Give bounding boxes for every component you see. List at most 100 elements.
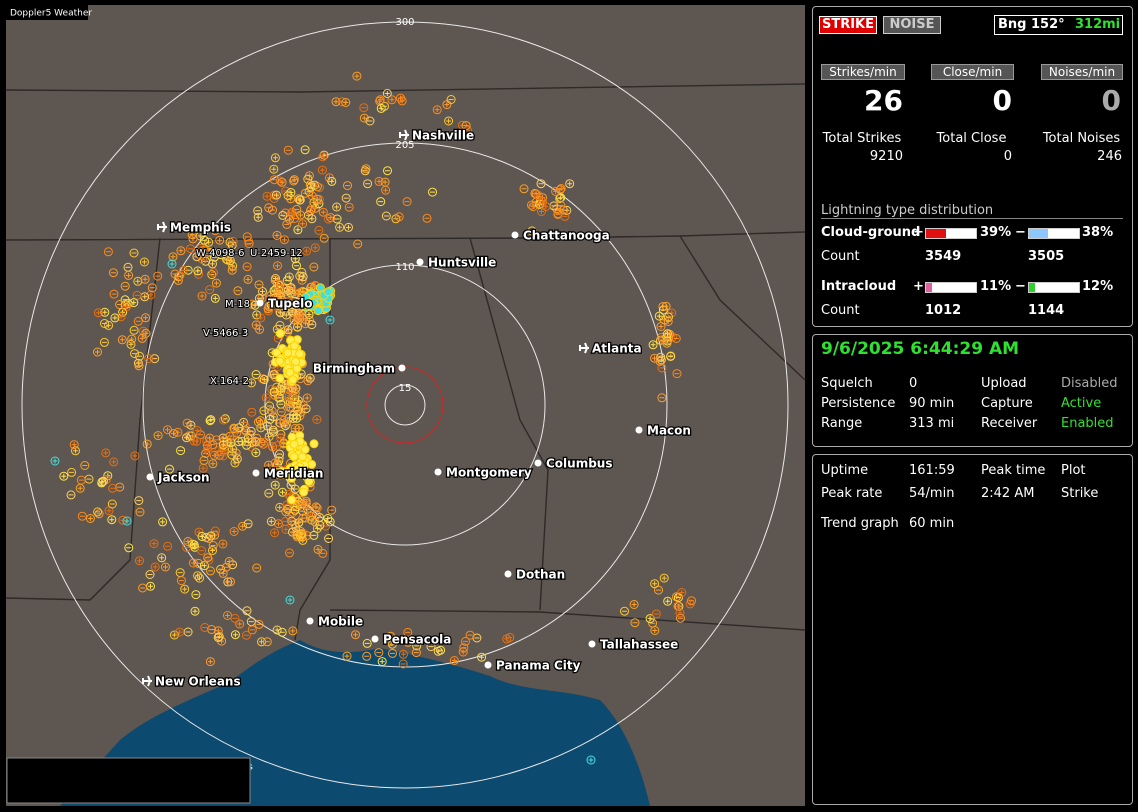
strike-symbol: [256, 423, 266, 433]
percent-bar-fill: [1029, 229, 1048, 238]
strike-symbol: [211, 278, 221, 288]
strike-symbol: [252, 433, 262, 443]
strike-symbol: [311, 510, 321, 520]
strike-symbol: [310, 517, 320, 527]
strike-symbol: [200, 245, 210, 255]
strike-symbol: [527, 226, 537, 236]
strike-symbol: [651, 609, 661, 619]
strike-core: [275, 356, 285, 366]
strike-symbol: [208, 248, 218, 257]
strike-symbol: [130, 349, 140, 359]
city-label: Macon: [647, 424, 691, 438]
strike-symbol: [264, 488, 274, 498]
city-label: Meridian: [264, 467, 323, 481]
strike-symbol: [259, 406, 269, 416]
strike-symbol: [198, 463, 208, 473]
strike-core: [291, 357, 301, 367]
strike-symbol: [280, 516, 290, 526]
strike-symbol: [645, 614, 655, 624]
strike-symbol: [276, 433, 286, 443]
percent-bar: [1028, 228, 1080, 239]
strike-symbol: [295, 311, 305, 321]
strike-symbol: [264, 203, 274, 213]
strike-symbol: [312, 415, 322, 424]
city-label: Birmingham: [313, 362, 395, 376]
strike-symbol: [256, 313, 266, 323]
city-label: Tupelo: [268, 297, 313, 311]
strike-symbol: [304, 187, 314, 197]
strike-symbol: [175, 627, 185, 637]
strike-symbol: [365, 116, 375, 126]
strike-symbol: [398, 649, 408, 659]
strike-symbol: [673, 593, 683, 603]
strike-symbol: [127, 334, 137, 344]
strike-symbol: [461, 121, 471, 131]
strike-symbol: [278, 210, 288, 220]
strike-symbol: [302, 393, 312, 403]
strike-symbol: [176, 246, 186, 256]
strike-symbol: [167, 259, 177, 269]
strike-symbol: [199, 235, 209, 245]
border: [469, 237, 549, 611]
strike-symbol: [397, 96, 407, 106]
strike-symbol: [305, 373, 315, 383]
strike-symbol: [232, 454, 242, 464]
rate-label: Strikes/min: [821, 64, 905, 80]
strike-symbol: [446, 95, 456, 104]
strike-symbol: [251, 320, 261, 330]
strike-symbol: [277, 177, 287, 187]
strike-symbol: [533, 190, 543, 200]
strike-symbol: [269, 427, 279, 437]
strike-symbol: [108, 268, 118, 278]
range-ring: [264, 264, 546, 546]
strike-symbol: [146, 581, 156, 591]
strike-symbol: [386, 631, 396, 641]
strike-symbol: [325, 315, 335, 325]
strike-symbol: [376, 103, 386, 113]
strike-button[interactable]: STRIKE: [819, 16, 877, 34]
strike-symbol: [477, 652, 487, 662]
strike-symbol: [332, 202, 342, 212]
count-label: Count: [821, 249, 860, 264]
noise-button[interactable]: NOISE: [883, 16, 941, 34]
strike-symbol: [293, 225, 303, 235]
bearing-box: [994, 15, 1123, 35]
strike-symbol: [228, 430, 238, 440]
strike-symbol: [302, 246, 312, 256]
strike-symbol: [398, 659, 408, 669]
strike-symbol: [247, 378, 257, 388]
strike-symbol: [388, 648, 398, 658]
strike-symbol: [120, 281, 130, 291]
strike-symbol: [157, 553, 167, 563]
city-label: Chattanooga: [523, 229, 610, 243]
strike-symbol: [663, 596, 673, 606]
strike-symbol: [309, 530, 319, 540]
city-dot: [416, 258, 424, 266]
strike-symbol: [129, 298, 139, 308]
strike-symbol: [374, 648, 384, 658]
strike-symbol: [233, 286, 243, 296]
strike-symbol: [163, 541, 173, 551]
strike-symbol: [161, 562, 171, 572]
strike-symbol: [281, 507, 291, 517]
strike-symbol: [175, 568, 185, 578]
strike-symbol: [318, 548, 328, 558]
strike-symbol: [298, 506, 308, 516]
strike-symbol: [108, 483, 118, 493]
total-label: Total Strikes: [822, 131, 902, 146]
strike-symbol: [225, 237, 235, 247]
strike-symbol: [536, 179, 546, 189]
strike-symbol: [214, 446, 224, 456]
strike-symbol: [242, 606, 252, 616]
strike-core: [308, 470, 318, 480]
setting-value: Active: [1061, 396, 1102, 411]
strike-symbol: [175, 271, 185, 281]
strike-symbol: [673, 601, 683, 611]
strike-core: [287, 473, 297, 483]
strike-symbol: [99, 337, 109, 347]
strike-symbol: [135, 556, 145, 566]
strike-symbol: [664, 312, 674, 322]
strike-symbol: [227, 265, 237, 275]
strike-symbol: [630, 618, 640, 628]
